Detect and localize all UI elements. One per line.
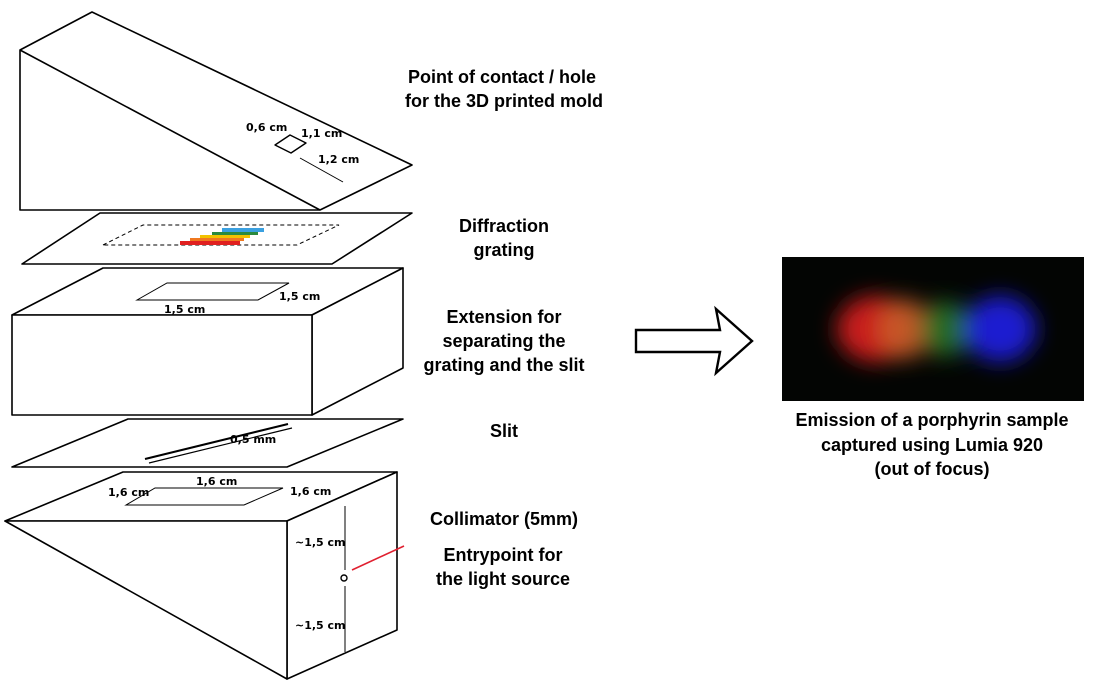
label-contact-hole-line2: for the 3D printed mold — [405, 91, 603, 111]
slit-plate: 0,5 mm — [11, 418, 404, 468]
coll-dim-v1: ~1,5 cm — [295, 536, 346, 549]
ext-dim-b: 1,5 cm — [279, 290, 320, 303]
arrow-right-icon — [634, 305, 754, 377]
coll-dim-v2: ~1,5 cm — [295, 619, 346, 632]
label-contact-hole-line1: Point of contact / hole — [408, 67, 596, 87]
spectrum-orange-band — [879, 299, 931, 359]
grating-stripe-green — [212, 232, 258, 235]
hole-dim-a: 0,6 cm — [246, 121, 287, 134]
caption-line2: captured using Lumia 920 — [821, 435, 1043, 455]
label-grating-line2: grating — [474, 240, 535, 260]
label-entrypoint-line1: Entrypoint for — [444, 545, 563, 565]
grating-stripe-red — [180, 241, 240, 245]
extension-window — [135, 282, 290, 301]
hole-dim-line — [299, 157, 344, 183]
collimator-box: 1,6 cm 1,6 cm 1,6 cm ~1,5 cm ~1,5 cm — [4, 471, 405, 680]
top-wedge: 0,6 cm 1,1 cm 1,2 cm — [19, 11, 413, 211]
spectrum-blue-band — [964, 296, 1036, 362]
caption-line3: (out of focus) — [875, 459, 990, 479]
coll-dim-a: 1,6 cm — [196, 475, 237, 488]
entry-hole — [340, 574, 348, 582]
extension-box: 1,5 cm 1,5 cm — [11, 267, 404, 416]
slit-line — [144, 423, 289, 460]
label-extension-line3: grating and the slit — [423, 355, 584, 375]
label-grating-line1: Diffraction — [459, 216, 549, 236]
grating-stripe-orange — [190, 238, 244, 241]
entry-pointer — [351, 545, 405, 571]
ext-dim-a: 1,5 cm — [164, 303, 205, 316]
grating-plate — [21, 212, 413, 265]
label-entrypoint-line2: the light source — [436, 569, 570, 589]
contact-hole — [274, 134, 307, 154]
spectrum-green-band — [921, 301, 969, 357]
collimator-window — [124, 487, 284, 506]
grating-stripe-yellow — [200, 235, 250, 238]
coll-dim-c: 1,6 cm — [290, 485, 331, 498]
hole-dim-c: 1,2 cm — [318, 153, 359, 166]
spectrum-photo — [782, 257, 1084, 401]
label-extension-line1: Extension for — [446, 307, 561, 327]
caption-line1: Emission of a porphyrin sample — [795, 410, 1068, 430]
coll-dim-b: 1,6 cm — [108, 486, 149, 499]
label-extension-line2: separating the — [442, 331, 565, 351]
hole-dim-b: 1,1 cm — [301, 127, 342, 140]
label-collimator: Collimator (5mm) — [430, 509, 578, 529]
grating-stripe-blue — [222, 228, 264, 232]
label-slit: Slit — [490, 421, 518, 441]
slit-dim: 0,5 mm — [230, 433, 276, 446]
